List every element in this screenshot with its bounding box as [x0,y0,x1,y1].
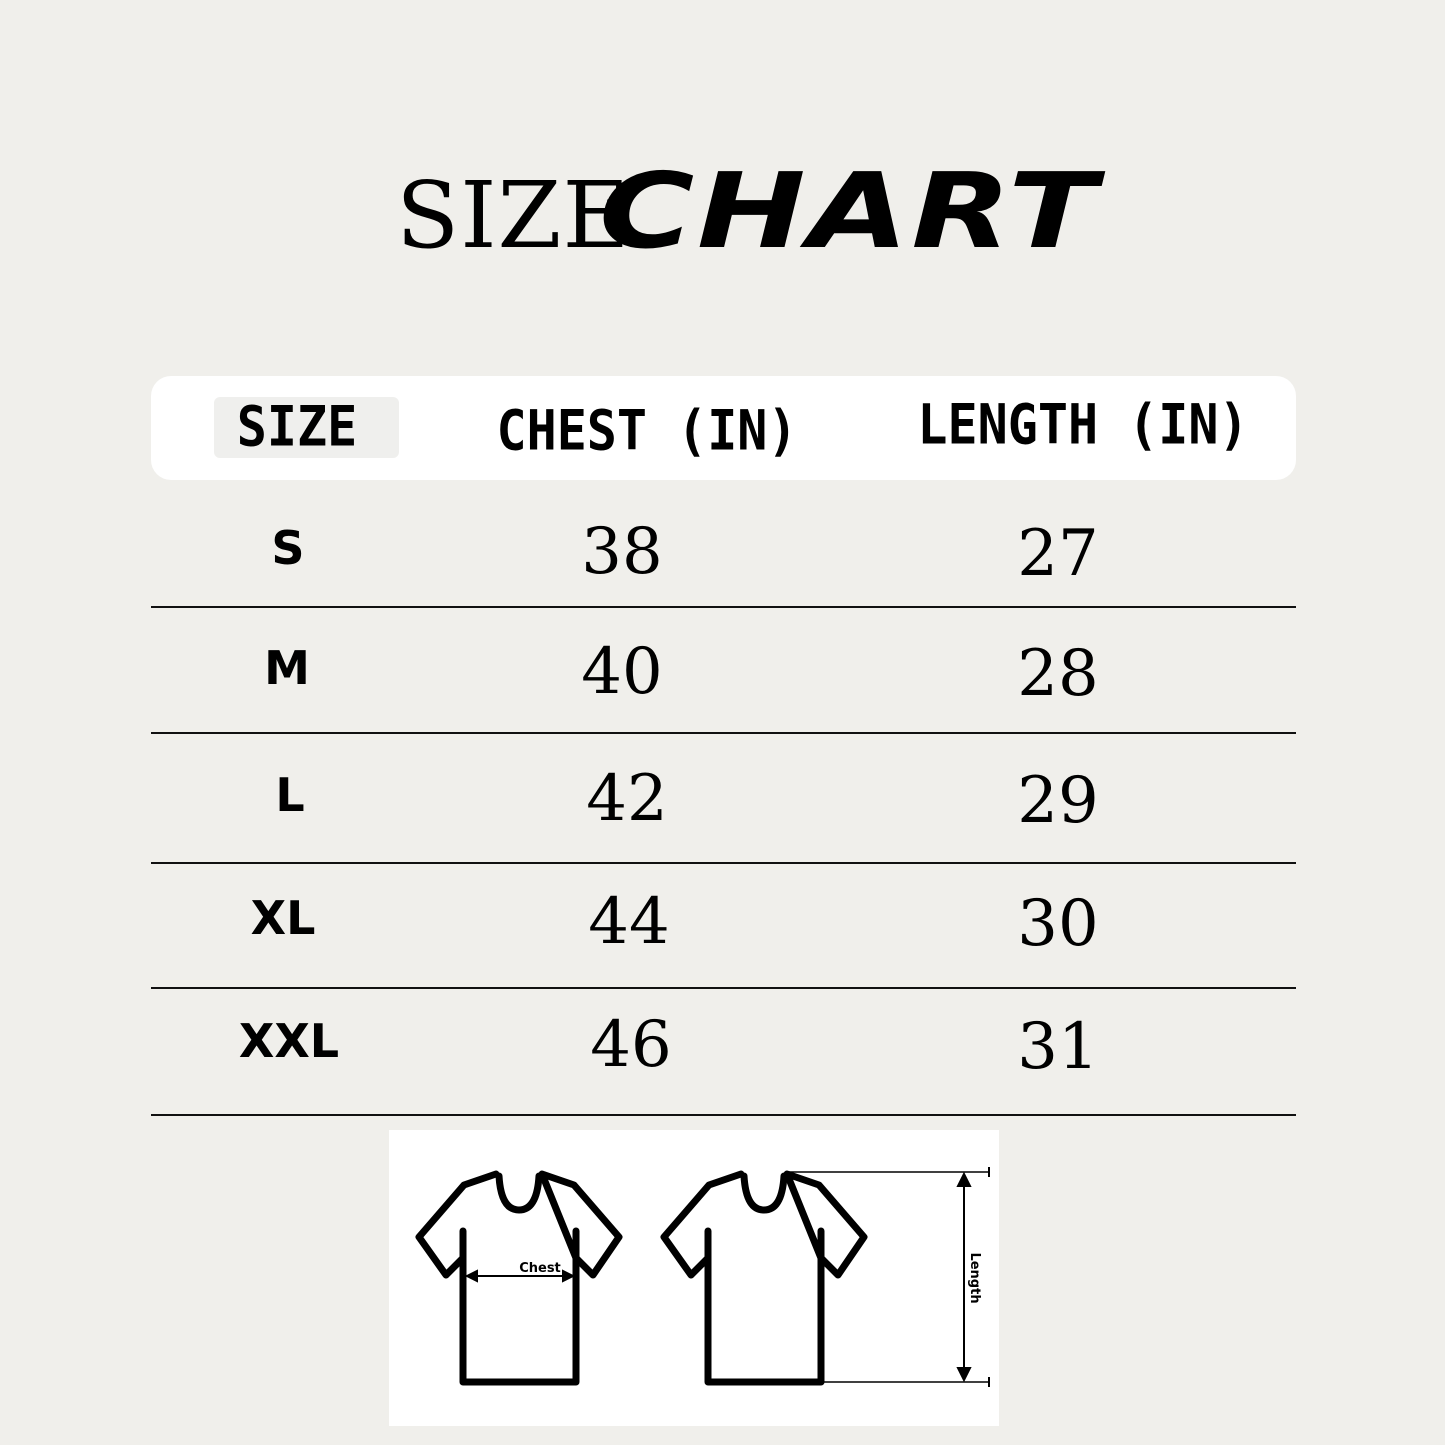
length-label: Length [967,1252,982,1303]
chest-label: Chest [519,1261,561,1276]
chest-cell: 44 [588,885,670,959]
row-divider [151,732,1296,734]
chest-cell: 46 [590,1008,672,1082]
header-length: LENGTH (IN) [917,393,1249,457]
length-cell: 30 [1017,887,1099,961]
size-header-pill [214,397,399,458]
row-divider [151,1114,1296,1116]
size-cell: S [271,521,305,575]
chest-cell: 38 [581,515,663,589]
row-divider [151,862,1296,864]
size-cell: M [264,641,310,695]
row-divider [151,987,1296,989]
chest-cell: 40 [581,635,663,709]
measurement-diagram: Chest Length [389,1130,999,1426]
length-cell: 28 [1017,637,1099,711]
header-size: SIZE [236,395,358,459]
page-title: SIZECHART [0,150,1445,272]
length-cell: 31 [1017,1010,1099,1084]
row-divider [151,606,1296,608]
chest-cell: 42 [586,762,668,836]
size-cell: XXL [238,1014,340,1068]
length-cell: 27 [1017,517,1099,591]
length-cell: 29 [1017,764,1099,838]
title-size: SIZE [396,162,631,269]
t-shirt-icon: Chest Length [415,1167,990,1387]
size-cell: XL [250,891,316,945]
size-cell: L [275,768,305,822]
title-chart: CHART [598,150,1099,272]
header-chest: CHEST (IN) [496,399,798,463]
